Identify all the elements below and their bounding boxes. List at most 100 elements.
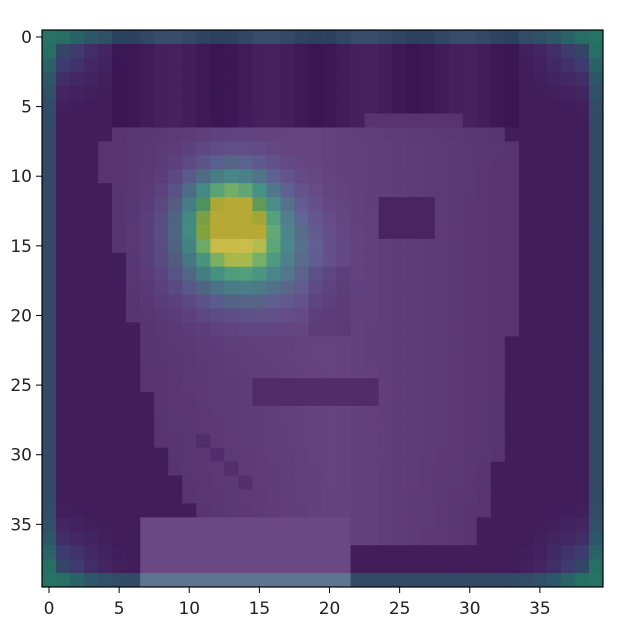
heatmap-cell bbox=[574, 141, 590, 156]
heatmap-cell bbox=[154, 127, 169, 143]
heatmap-cell bbox=[462, 280, 478, 296]
heatmap-cell bbox=[420, 71, 436, 87]
heatmap-cell bbox=[224, 336, 239, 351]
heatmap-cell bbox=[336, 433, 352, 449]
heatmap-cell bbox=[532, 141, 548, 156]
heatmap-cell bbox=[490, 169, 506, 184]
heatmap-cell bbox=[532, 224, 548, 240]
heatmap-cell bbox=[364, 308, 380, 324]
heatmap-cell bbox=[294, 405, 310, 421]
heatmap-cell bbox=[364, 183, 380, 198]
heatmap-cell bbox=[112, 224, 127, 240]
heatmap-cell bbox=[168, 392, 183, 407]
heatmap-cell bbox=[280, 350, 296, 365]
heatmap-cell bbox=[182, 517, 197, 532]
heatmap-cell bbox=[168, 573, 183, 587]
heatmap-cell bbox=[168, 266, 183, 282]
heatmap-cell bbox=[588, 280, 603, 296]
heatmap-cell bbox=[126, 183, 141, 198]
heatmap-cell bbox=[308, 336, 324, 351]
heatmap-cell bbox=[448, 294, 464, 310]
heatmap-cell bbox=[588, 573, 603, 587]
heatmap-cell bbox=[294, 475, 310, 491]
heatmap-cell bbox=[462, 57, 478, 73]
heatmap-cell bbox=[476, 531, 492, 546]
heatmap-cell bbox=[126, 517, 141, 532]
heatmap-cell bbox=[406, 545, 422, 560]
heatmap-cell bbox=[224, 364, 239, 379]
heatmap-cell bbox=[98, 266, 113, 282]
heatmap-cell bbox=[364, 30, 380, 45]
heatmap-cell bbox=[196, 308, 211, 324]
heatmap-cell bbox=[266, 294, 282, 310]
heatmap-cell bbox=[70, 141, 85, 156]
heatmap-cell bbox=[308, 489, 324, 505]
heatmap-cell bbox=[546, 517, 562, 532]
heatmap-cell bbox=[364, 433, 380, 449]
heatmap-cell bbox=[42, 169, 57, 184]
heatmap-cell bbox=[70, 155, 85, 170]
heatmap-cell bbox=[588, 322, 603, 337]
heatmap-cell bbox=[420, 489, 436, 505]
heatmap-cell bbox=[532, 419, 548, 435]
heatmap-cell bbox=[420, 433, 436, 449]
heatmap-cell bbox=[98, 350, 113, 365]
heatmap-cell bbox=[392, 30, 408, 45]
heatmap-cell bbox=[448, 30, 464, 45]
heatmap-cell bbox=[462, 113, 478, 129]
heatmap-cell bbox=[308, 350, 324, 365]
heatmap-cell bbox=[588, 266, 603, 282]
heatmap-cell bbox=[266, 322, 282, 337]
heatmap-cell bbox=[98, 392, 113, 407]
heatmap-cell bbox=[42, 113, 57, 129]
heatmap-cell bbox=[378, 573, 394, 587]
heatmap-cell bbox=[546, 127, 562, 143]
heatmap-cell bbox=[336, 43, 352, 59]
heatmap-cell bbox=[224, 57, 239, 73]
heatmap-cell bbox=[322, 197, 338, 212]
heatmap-cell bbox=[322, 252, 338, 268]
heatmap-cell bbox=[504, 405, 520, 421]
heatmap-cell bbox=[448, 169, 464, 184]
heatmap-cell bbox=[350, 266, 366, 282]
heatmap-cell bbox=[126, 71, 141, 87]
heatmap-cell bbox=[392, 517, 408, 532]
heatmap-cell bbox=[322, 517, 338, 532]
heatmap-cell bbox=[56, 155, 71, 170]
heatmap-cell bbox=[196, 266, 211, 282]
heatmap-cell bbox=[210, 475, 225, 491]
heatmap-cell bbox=[168, 155, 183, 170]
heatmap-cell bbox=[182, 308, 197, 324]
heatmap-cell bbox=[140, 475, 155, 491]
heatmap-cell bbox=[518, 127, 534, 143]
heatmap-cell bbox=[182, 238, 197, 254]
heatmap-cell bbox=[224, 405, 239, 421]
heatmap-cell bbox=[168, 183, 183, 198]
heatmap-cell bbox=[364, 57, 380, 73]
heatmap-cell bbox=[98, 294, 113, 310]
heatmap-cell bbox=[42, 545, 57, 560]
heatmap-cell bbox=[490, 224, 506, 240]
heatmap-cell bbox=[182, 155, 197, 170]
heatmap-cell bbox=[504, 238, 520, 254]
heatmap-cell bbox=[154, 43, 169, 59]
heatmap-cell bbox=[294, 378, 310, 393]
heatmap-cell bbox=[126, 559, 141, 574]
heatmap-cell bbox=[224, 433, 239, 449]
heatmap-cell bbox=[84, 475, 99, 491]
heatmap-cell bbox=[98, 545, 113, 560]
heatmap-cell bbox=[560, 30, 576, 45]
heatmap-cell bbox=[462, 405, 478, 421]
heatmap-cell bbox=[196, 30, 211, 45]
heatmap-cell bbox=[560, 113, 576, 129]
heatmap-cell bbox=[294, 280, 310, 296]
heatmap-cell bbox=[350, 308, 366, 324]
heatmap-cell bbox=[518, 364, 534, 379]
heatmap-cell bbox=[238, 419, 253, 435]
heatmap-cell bbox=[224, 238, 239, 254]
heatmap-cell bbox=[56, 141, 71, 156]
heatmap-cell bbox=[518, 545, 534, 560]
heatmap-cell bbox=[350, 489, 366, 505]
heatmap-cell bbox=[322, 127, 338, 143]
heatmap-cell bbox=[336, 447, 352, 463]
